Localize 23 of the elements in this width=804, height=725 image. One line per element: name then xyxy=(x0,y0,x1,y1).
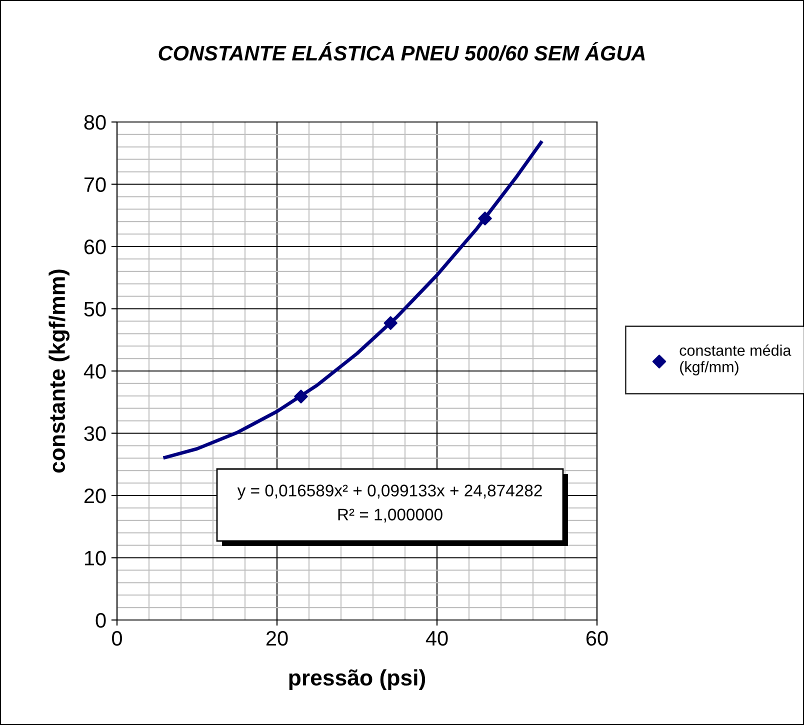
y-tick-label: 20 xyxy=(84,488,106,504)
x-tick-label: 60 xyxy=(586,630,608,646)
x-tick-label: 20 xyxy=(266,630,288,646)
y-tick-label: 10 xyxy=(85,550,106,566)
annotation: R² = 1,000000 xyxy=(338,508,442,522)
y-axis-title: constante (kgf/mm) xyxy=(48,270,70,473)
y-tick-label: 60 xyxy=(84,240,106,254)
line-series xyxy=(163,140,543,460)
y-tick-label: 0 xyxy=(96,613,106,628)
point xyxy=(478,212,492,226)
y-tick-label: 70 xyxy=(84,177,106,192)
y-tick-label: 30 xyxy=(84,426,106,442)
y-tick-label: 40 xyxy=(84,364,106,379)
annotation: y = 0,016589x² + 0,099133x + 24,874282 xyxy=(237,484,542,500)
y-tick-label: 50 xyxy=(84,302,106,317)
point xyxy=(384,316,398,330)
x-axis-title: pressão (psi) xyxy=(289,669,426,690)
x-tick-label: 0 xyxy=(112,630,122,646)
point xyxy=(294,390,308,404)
y-tick-label: 80 xyxy=(84,115,106,130)
x-tick-label: 40 xyxy=(426,630,448,646)
legend-label: constante média (kgf/mm) xyxy=(680,344,792,376)
chart-title: CONSTANTE ELÁSTICA PNEU 500/60 SEM ÁGUA xyxy=(158,42,645,61)
